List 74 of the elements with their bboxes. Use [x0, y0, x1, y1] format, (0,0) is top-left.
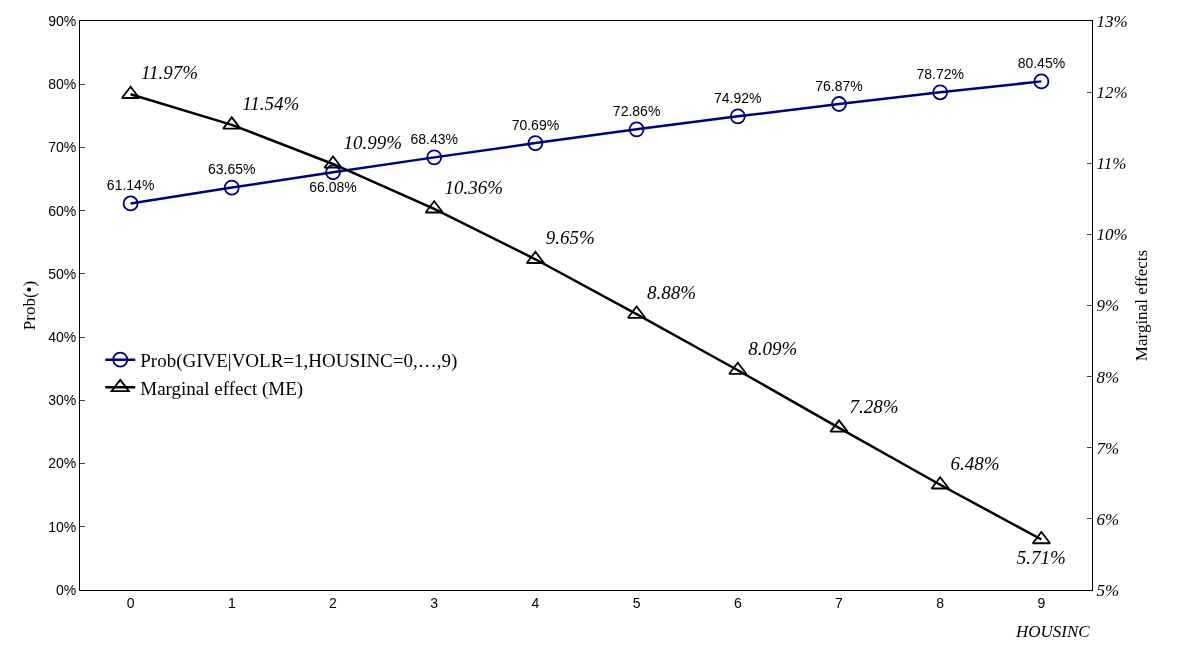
legend-label: Marginal effect (ME) [140, 377, 304, 400]
x-tick-label: 4 [531, 594, 540, 611]
x-tick-label: 6 [733, 594, 742, 611]
y-tick-label: 90% [48, 12, 77, 29]
data-label: 78.72% [916, 66, 964, 83]
y2-tick-label: 6% [1096, 509, 1120, 529]
data-label: 10.99% [343, 131, 402, 153]
y2-tick-label: 10% [1096, 225, 1128, 245]
y-tick-label: 70% [48, 139, 77, 156]
point [121, 85, 141, 99]
data-label: 6.48% [950, 452, 1000, 474]
y-tick-label: 30% [48, 392, 77, 409]
y-tick-label: 40% [48, 329, 77, 346]
x-tick-label: 3 [430, 594, 439, 611]
data-label: 7.28% [849, 395, 899, 417]
y2-axis-title: Marginal effects [1131, 249, 1151, 362]
point [223, 179, 240, 196]
point [628, 121, 645, 138]
point [932, 84, 949, 101]
data-label: 61.14% [106, 177, 155, 194]
data-label: 74.92% [714, 90, 762, 107]
y-tick-label: 20% [48, 455, 77, 472]
y2-tick-label: 12% [1096, 83, 1128, 103]
point [831, 96, 847, 112]
data-label: 8.09% [748, 338, 798, 360]
data-label: 72.86% [612, 103, 661, 120]
point [222, 116, 242, 130]
point [122, 195, 139, 212]
x-tick-label: 0 [126, 594, 135, 611]
y-tick-label: 10% [48, 518, 77, 535]
point [729, 108, 746, 125]
legend-label: Prob(GIVE|VOLR=1,HOUSINC=0,…,9) [140, 350, 458, 373]
y2-tick-label: 7% [1096, 438, 1120, 458]
y-tick-label: 0% [55, 581, 77, 598]
x-tick-label: 9 [1037, 594, 1046, 611]
y-tick-label: 50% [48, 265, 77, 282]
x-tick-label: 7 [835, 594, 844, 611]
point [627, 305, 647, 319]
point [728, 361, 748, 375]
point [527, 135, 544, 151]
y2-tick-label: 11% [1096, 154, 1127, 174]
data-label: 8.88% [646, 281, 697, 303]
x-tick-label: 1 [227, 594, 236, 611]
point [829, 419, 849, 433]
data-label: 10.36% [444, 176, 504, 198]
data-label: 11.54% [242, 92, 300, 114]
data-label: 70.69% [511, 116, 560, 133]
y-axis-title: Prob(•) [19, 280, 39, 331]
y2-tick-label: 13% [1096, 11, 1128, 31]
data-label: 63.65% [208, 161, 256, 178]
data-label: 11.97% [140, 62, 199, 84]
y-tick-label: 60% [48, 202, 77, 219]
data-label: 76.87% [815, 77, 863, 94]
data-label: 5.71% [1016, 547, 1066, 569]
x-tick-label: 8 [936, 594, 945, 611]
point [1033, 73, 1050, 90]
y2-tick-label: 8% [1096, 367, 1120, 387]
x-tick-label: 5 [632, 594, 641, 611]
y2-tick-label: 9% [1096, 296, 1120, 316]
point [525, 250, 545, 264]
point [424, 200, 444, 214]
data-label: 66.08% [309, 179, 357, 196]
point [1031, 531, 1051, 545]
data-label: 9.65% [545, 227, 595, 249]
x-axis-title: HOUSINC [1015, 622, 1091, 641]
point [930, 476, 950, 490]
data-label: 68.43% [410, 131, 458, 148]
y2-tick-label: 5% [1096, 580, 1120, 600]
x-tick-label: 2 [329, 594, 338, 611]
point [325, 164, 341, 181]
point [426, 149, 443, 166]
point [323, 155, 343, 169]
y-tick-label: 80% [48, 76, 77, 93]
data-label: 80.45% [1017, 55, 1066, 72]
